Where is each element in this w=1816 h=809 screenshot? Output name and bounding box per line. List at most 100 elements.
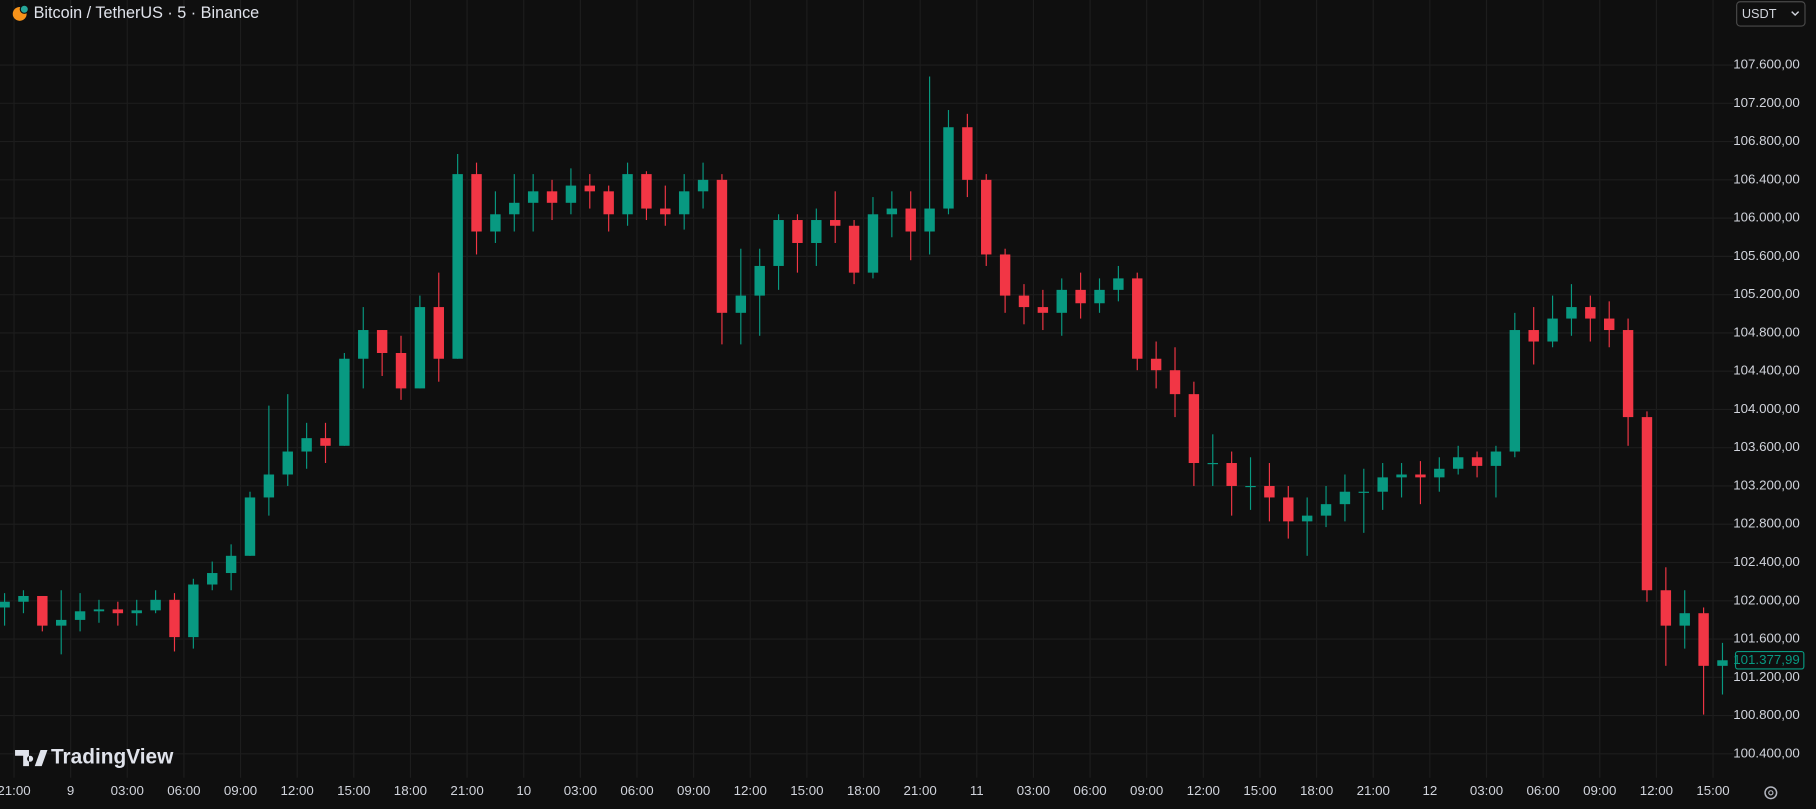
candle-body: [0, 601, 10, 608]
candle-body: [93, 609, 105, 612]
candle-body: [358, 330, 369, 359]
y-tick-label: 107.600,00: [1733, 57, 1800, 72]
candle-body: [905, 208, 916, 232]
candle-body: [1358, 491, 1370, 493]
candle-body: [546, 191, 558, 203]
x-tick-label: 06:00: [620, 783, 653, 798]
y-tick-label: 102.800,00: [1733, 516, 1800, 531]
y-tick-label: 105.600,00: [1733, 248, 1800, 263]
candle-body: [188, 584, 199, 638]
x-tick-label: 21:00: [450, 783, 483, 798]
candle-body: [962, 127, 973, 180]
candle-body: [225, 555, 237, 574]
candle-body: [1377, 477, 1388, 492]
candle-body: [1490, 451, 1502, 466]
candle-body: [1547, 318, 1558, 342]
candle-body: [1132, 278, 1143, 359]
candle-body: [150, 599, 161, 611]
candle-body: [1264, 485, 1275, 498]
candle-body: [1509, 330, 1521, 452]
candle-body: [320, 438, 331, 446]
x-tick-label: 21:00: [904, 783, 937, 798]
x-tick-label: 18:00: [394, 783, 427, 798]
candle-body: [1301, 515, 1313, 522]
y-tick-label: 102.400,00: [1733, 554, 1800, 569]
y-tick-label: 101.200,00: [1733, 669, 1800, 684]
candle-body: [660, 208, 671, 215]
candle-body: [1320, 504, 1332, 516]
x-tick-label: 21:00: [1357, 783, 1390, 798]
y-tick-label: 103.600,00: [1733, 439, 1800, 454]
candle-body: [1452, 457, 1464, 469]
x-tick-label: 11: [970, 783, 984, 798]
y-tick-label: 102.000,00: [1733, 592, 1800, 607]
dropdown-arrow: [1791, 11, 1800, 17]
candle-body: [735, 295, 747, 313]
x-tick-label: 21:00: [0, 783, 31, 798]
x-tick-label: 12: [1422, 783, 1437, 798]
candle-body: [924, 208, 935, 232]
candle-body: [1622, 330, 1634, 418]
brand-name: TradingView: [51, 746, 174, 769]
x-tick-label: 03:00: [564, 783, 597, 798]
y-tick-label: 106.000,00: [1733, 210, 1800, 225]
y-tick-label: 105.200,00: [1733, 286, 1800, 301]
candle-body: [112, 609, 124, 614]
candle-body: [1075, 289, 1086, 304]
candle-body: [697, 179, 709, 192]
candle-body: [1113, 278, 1124, 290]
candle-body: [433, 307, 444, 359]
candle-body: [301, 438, 312, 452]
grid: [0, 0, 1734, 778]
candle-body: [376, 330, 388, 354]
candle-body: [1717, 660, 1728, 666]
x-tick-label: 15:00: [1696, 783, 1729, 798]
candle-body: [1679, 613, 1690, 626]
candle-body: [678, 191, 690, 215]
y-tick-label: 107.200,00: [1733, 95, 1800, 110]
candle-body: [1283, 497, 1294, 522]
candle-body: [207, 573, 218, 585]
candle-body: [131, 610, 142, 614]
candle-body: [565, 185, 577, 203]
x-tick-label: 09:00: [1130, 783, 1163, 798]
candle-body: [1566, 307, 1577, 319]
y-tick-label: 104.800,00: [1733, 324, 1800, 339]
currency-label[interactable]: USDT: [1742, 6, 1777, 21]
x-tick-label: 06:00: [167, 783, 200, 798]
y-tick-label: 100.800,00: [1733, 707, 1800, 722]
candle-body: [773, 220, 784, 266]
x-tick-label: 09:00: [1583, 783, 1616, 798]
candle-body: [37, 595, 48, 626]
exchange-icon: [19, 4, 29, 14]
candle-body: [339, 358, 350, 446]
candle-body: [509, 202, 520, 215]
candle-body: [754, 265, 765, 296]
candle-body: [603, 191, 614, 215]
y-tick-label: 100.400,00: [1733, 745, 1800, 760]
candle-body: [244, 497, 256, 556]
settings-icon[interactable]: [1764, 786, 1778, 800]
candle-body: [1169, 370, 1181, 395]
x-tick-label: 10: [516, 783, 531, 798]
currency-button[interactable]: [1736, 1, 1806, 27]
candle-body: [829, 220, 841, 226]
x-tick-label: 03:00: [111, 783, 144, 798]
x-tick-label: 9: [67, 783, 74, 798]
candle-body: [943, 127, 954, 209]
candle-body: [490, 214, 501, 232]
x-tick-label: 12:00: [1640, 783, 1673, 798]
candle-body: [1056, 289, 1067, 313]
settings-icon-core: [1768, 790, 1774, 796]
candle-body: [1150, 358, 1162, 371]
candle-body: [886, 208, 898, 215]
x-tick-label: 09:00: [224, 783, 257, 798]
candle-body: [169, 599, 180, 638]
y-tick-label: 101.600,00: [1733, 631, 1800, 646]
x-tick-label: 15:00: [337, 783, 370, 798]
candle-body: [1396, 474, 1407, 478]
candle-body: [18, 595, 29, 602]
candle-body: [848, 225, 860, 273]
x-tick-label: 15:00: [1243, 783, 1276, 798]
candle-body: [1018, 295, 1030, 308]
